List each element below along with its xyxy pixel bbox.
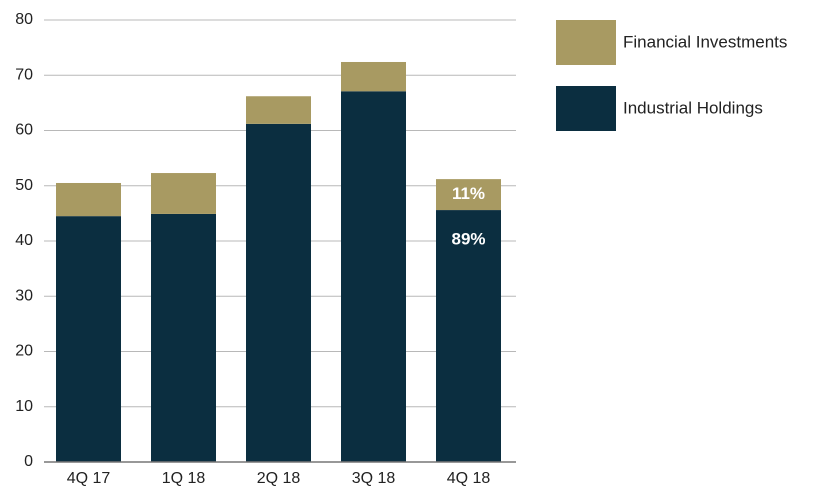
legend-label: Industrial Holdings (623, 98, 763, 117)
y-tick-label: 70 (15, 66, 33, 83)
y-tick-label: 20 (15, 343, 33, 360)
bar-segment (151, 173, 216, 214)
bar-segment (56, 216, 121, 462)
bar-segment (246, 123, 311, 463)
bar-segment (246, 96, 311, 124)
x-tick-label: 4Q 17 (67, 470, 111, 486)
y-tick-label: 0 (24, 453, 33, 470)
bar-segment (56, 182, 121, 217)
y-tick-label: 80 (15, 11, 33, 28)
y-tick-label: 10 (15, 398, 33, 415)
x-tick-label: 4Q 18 (447, 470, 491, 486)
y-tick-label: 40 (15, 232, 33, 249)
data-label: 89% (451, 230, 485, 249)
x-tick-label: 1Q 18 (162, 470, 206, 486)
bar-segment (436, 210, 501, 462)
y-tick-label: 50 (15, 177, 33, 194)
x-tick-label: 3Q 18 (352, 470, 396, 486)
bar-segment (151, 213, 216, 462)
legend-swatch (556, 20, 616, 65)
bar-segment (341, 91, 406, 463)
x-tick-label: 2Q 18 (257, 470, 301, 486)
legend-swatch (556, 86, 616, 131)
legend-label: Financial Investments (623, 32, 787, 51)
y-tick-label: 30 (15, 287, 33, 304)
data-label: 11% (452, 184, 485, 203)
bar-segment (341, 61, 406, 92)
bar-segment (436, 179, 501, 211)
y-tick-label: 60 (15, 122, 33, 139)
